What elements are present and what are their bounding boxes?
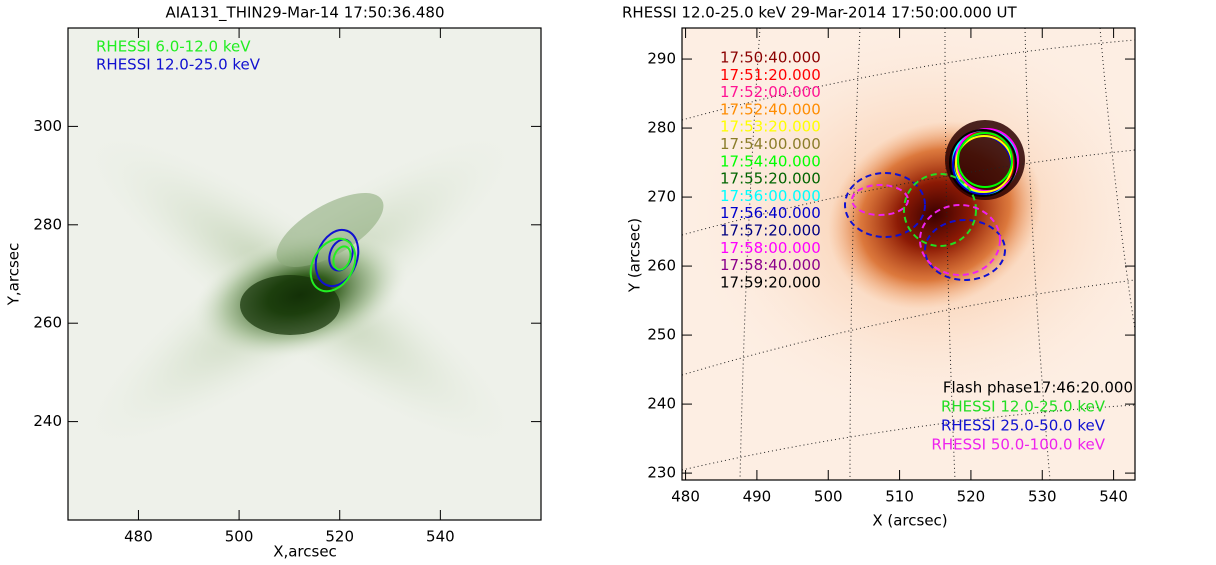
x-tick-label: 520 [325, 528, 354, 546]
x-tick-label: 530 [1028, 488, 1057, 506]
x-axis-label: X (arcsec) [872, 512, 947, 530]
plot-frame [67, 27, 542, 521]
legend-entry: 17:55:20.000 [720, 170, 821, 188]
legend-entry: 17:58:00.000 [720, 239, 821, 257]
legend-entry: RHESSI 12.0-25.0 keV [941, 398, 1106, 416]
y-tick-label: 260 [647, 257, 676, 275]
y-tick-label: 300 [33, 117, 62, 135]
x-tick-label: 510 [885, 488, 914, 506]
legend-entry: RHESSI 12.0-25.0 keV [96, 56, 261, 74]
x-tick-label: 520 [957, 488, 986, 506]
legend-entry: 17:53:20.000 [720, 118, 821, 136]
y-tick-label: 260 [33, 314, 62, 332]
rhessi-image [682, 28, 1135, 480]
annotation: Flash phase17:46:20.000 [943, 379, 1133, 397]
y-axis-label: Y (arcsec) [626, 218, 644, 293]
aia-image [68, 28, 541, 520]
y-tick-label: 280 [647, 119, 676, 137]
x-tick-label: 540 [426, 528, 455, 546]
y-tick-label: 250 [647, 326, 676, 344]
x-tick-label: 500 [814, 488, 843, 506]
legend-entry: RHESSI 25.0-50.0 keV [941, 417, 1106, 435]
y-tick-label: 240 [33, 412, 62, 430]
chart-title: AIA131_THIN29-Mar-14 17:50:36.480 [165, 4, 444, 23]
x-tick-label: 540 [1099, 488, 1128, 506]
y-tick-label: 240 [647, 395, 676, 413]
legend-entry: 17:54:00.000 [720, 135, 821, 153]
chart-title: RHESSI 12.0-25.0 keV 29-Mar-2014 17:50:0… [622, 4, 1018, 22]
legend-entry: 17:59:20.000 [720, 273, 821, 291]
y-axis-label: Y,arcsec [5, 243, 23, 307]
x-tick-label: 500 [225, 528, 254, 546]
legend-entry: 17:52:00.000 [720, 83, 821, 101]
y-tick-label: 290 [647, 50, 676, 68]
x-tick-label: 480 [671, 488, 700, 506]
legend-entry: RHESSI 6.0-12.0 keV [96, 38, 251, 56]
y-tick-label: 270 [647, 188, 676, 206]
x-axis-label: X,arcsec [273, 543, 337, 561]
legend-entry: 17:56:40.000 [720, 204, 821, 222]
legend-entry: 17:57:20.000 [720, 222, 821, 240]
y-tick-label: 230 [647, 464, 676, 482]
legend-entry: 17:56:00.000 [720, 187, 821, 205]
legend-entry: 17:50:40.000 [720, 49, 821, 67]
x-tick-label: 480 [124, 528, 153, 546]
legend-entry: RHESSI 50.0-100.0 keV [931, 436, 1105, 454]
plot-frame [681, 27, 1136, 481]
legend-entry: 17:52:40.000 [720, 100, 821, 118]
legend-entry: 17:51:20.000 [720, 66, 821, 84]
legend-entry: 17:58:40.000 [720, 256, 821, 274]
x-tick-label: 490 [743, 488, 772, 506]
legend-entry: 17:54:40.000 [720, 152, 821, 170]
y-tick-label: 280 [33, 215, 62, 233]
